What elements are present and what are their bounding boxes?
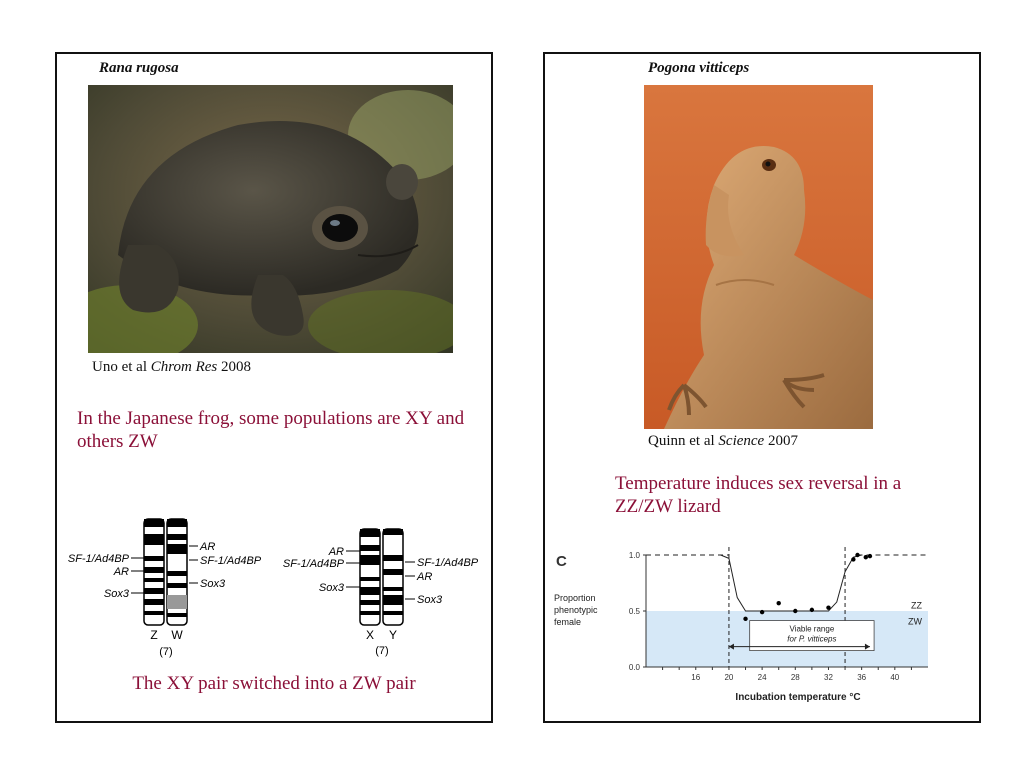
x-tick-label: 20 xyxy=(724,673,733,682)
data-point xyxy=(863,555,868,560)
chart-ylabel-3: female xyxy=(554,617,581,627)
x-tick-label: 36 xyxy=(857,673,866,682)
data-point xyxy=(759,609,765,615)
viable-range-box xyxy=(749,620,875,651)
karyotype-diagram: SF-1/Ad4BP AR Sox3 AR SF-1/Ad4BP Sox3 Z … xyxy=(68,518,479,658)
chart-xlabel: Incubation temperature °C xyxy=(735,692,860,703)
xy-chromosome-number: (7) xyxy=(375,645,388,657)
fitted-curve xyxy=(720,554,862,612)
xy-label-right-1: SF-1/Ad4BP xyxy=(417,557,479,569)
data-point xyxy=(867,553,873,559)
zw-label-left-1: SF-1/Ad4BP xyxy=(68,553,130,565)
lizard-photo xyxy=(644,85,873,429)
viable-arrow-left xyxy=(728,643,734,650)
lizard-photo-credit: Quinn et al Science 2007 xyxy=(648,433,798,450)
frog-statement: In the Japanese frog, some populations a… xyxy=(77,408,465,452)
data-point xyxy=(809,607,815,613)
x-letter: X xyxy=(366,628,374,642)
z-chromosome xyxy=(143,518,165,626)
w-letter: W xyxy=(171,628,183,642)
y-tick-label: 0.5 xyxy=(629,607,641,616)
xy-pair: AR SF-1/Ad4BP Sox3 SF-1/Ad4BP AR Sox3 X … xyxy=(283,528,479,657)
credit-author: Uno et al xyxy=(92,359,151,375)
zw-band-label: ZW xyxy=(908,616,922,626)
data-point xyxy=(776,600,781,606)
xy-label-right-3: Sox3 xyxy=(417,594,443,606)
viable-range-label: Viable range xyxy=(789,625,834,634)
frog-photo xyxy=(88,85,453,353)
zw-label-right-2: SF-1/Ad4BP xyxy=(200,555,262,567)
xy-label-left-2: SF-1/Ad4BP xyxy=(283,558,345,570)
zw-chromosome-number: (7) xyxy=(159,646,172,658)
y-tick-label: 0.0 xyxy=(629,663,641,672)
xy-label-left-1: AR xyxy=(328,546,344,558)
lizard-statement: Temperature induces sex reversal in a ZZ… xyxy=(615,473,902,517)
chart-panel-label: C xyxy=(556,553,567,570)
frog-species-name: Rana rugosa xyxy=(99,60,179,76)
z-letter: Z xyxy=(150,628,157,642)
karyotype-caption: The XY pair switched into a ZW pair xyxy=(132,673,416,694)
credit-journal: Science xyxy=(718,433,765,449)
credit-year: 2008 xyxy=(217,359,252,375)
viable-range-label-2: for P. vitticeps xyxy=(787,635,836,644)
xy-label-right-2: AR xyxy=(416,571,432,583)
xy-label-left-3: Sox3 xyxy=(319,582,345,594)
viable-arrow-right xyxy=(864,643,870,650)
data-point xyxy=(826,605,831,610)
x-tick-label: 32 xyxy=(824,673,833,682)
credit-journal: Chrom Res xyxy=(150,359,218,375)
x-chromosome xyxy=(359,528,381,626)
x-tick-label: 24 xyxy=(758,673,767,682)
frog-photo-credit: Uno et al Chrom Res 2008 xyxy=(92,359,251,376)
y-chromosome xyxy=(382,528,404,626)
chart-ylabel-1: Proportion xyxy=(554,593,596,603)
zw-label-right-1: AR xyxy=(199,541,215,553)
data-point xyxy=(793,608,798,614)
x-tick-label: 16 xyxy=(691,673,700,682)
temperature-chart: C Proportion phenotypic female 0.0 0.5 1.0… xyxy=(554,547,928,703)
data-point xyxy=(855,552,860,558)
w-chromosome xyxy=(166,518,188,626)
data-point xyxy=(851,557,856,562)
credit-author: Quinn et al xyxy=(648,433,719,449)
lizard-species-name: Pogona vitticeps xyxy=(648,60,750,76)
zw-label-left-2: AR xyxy=(113,566,129,578)
y-letter: Y xyxy=(389,628,397,642)
data-point xyxy=(743,616,748,622)
y-tick-label: 1.0 xyxy=(629,551,641,560)
chart-ylabel-2: phenotypic xyxy=(554,605,598,615)
zw-label-left-3: Sox3 xyxy=(104,588,130,600)
zz-band-label: ZZ xyxy=(911,600,922,610)
zw-pair: SF-1/Ad4BP AR Sox3 AR SF-1/Ad4BP Sox3 Z … xyxy=(68,518,262,658)
credit-year: 2007 xyxy=(764,433,798,449)
x-tick-label: 28 xyxy=(791,673,800,682)
zw-label-right-3: Sox3 xyxy=(200,578,226,590)
x-tick-label: 40 xyxy=(890,673,899,682)
